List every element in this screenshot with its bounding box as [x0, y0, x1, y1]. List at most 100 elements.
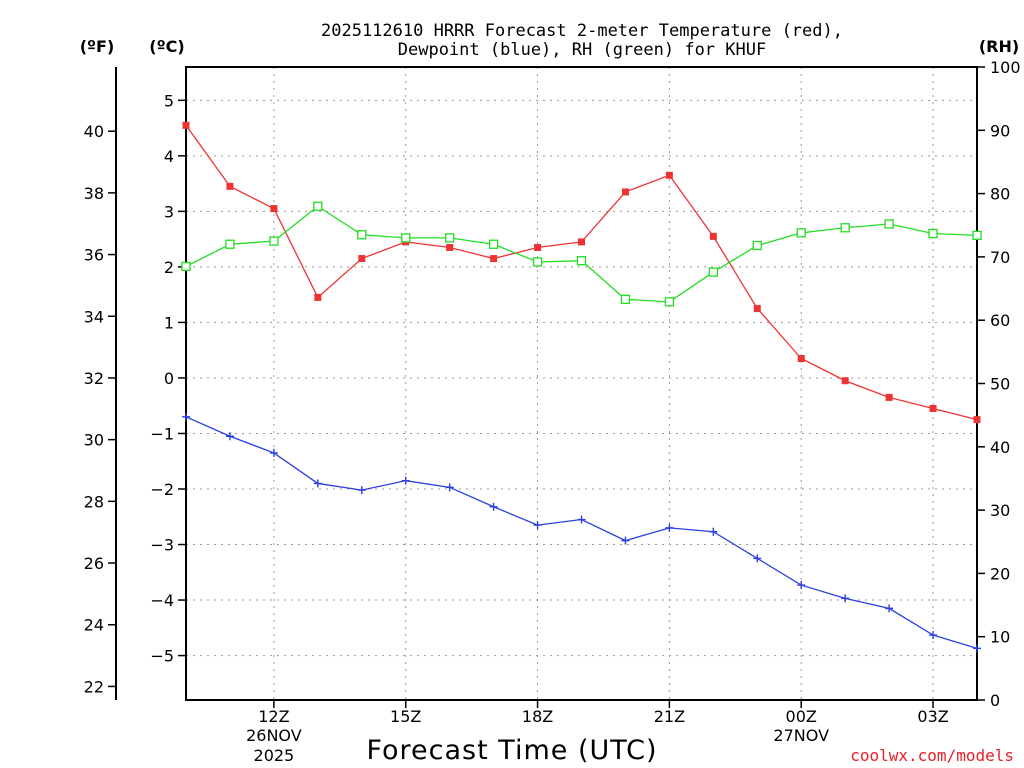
rh-point — [972, 230, 982, 241]
rh-tick-label: 30 — [990, 501, 1010, 520]
dewpoint-point — [182, 412, 190, 421]
2-meter-temperature-point — [621, 188, 629, 196]
2-meter-temperature-point — [226, 182, 234, 190]
rh-tick-label: 80 — [990, 185, 1010, 204]
plot-frame — [185, 66, 978, 701]
rh-point — [357, 230, 367, 240]
fahrenheit-tick-label: 40 — [84, 122, 104, 141]
2-meter-temperature-point — [797, 355, 805, 363]
celsius-unit-label: (ºC) — [149, 37, 184, 56]
dewpoint-point — [225, 432, 234, 441]
rh-point — [445, 233, 455, 243]
fahrenheit-tick-label: 38 — [84, 184, 104, 203]
grid-lines — [186, 67, 977, 700]
2-meter-temperature-point — [270, 205, 278, 213]
rh-unit-label: (RH) — [979, 37, 1019, 56]
2-meter-temperature-point — [314, 293, 322, 301]
celsius-tick-label: −1 — [150, 424, 174, 443]
x-tick-label: 03Z — [917, 707, 948, 726]
dewpoint-point — [489, 502, 498, 511]
rh-point — [884, 219, 894, 229]
fahrenheit-tick-label: 30 — [84, 431, 104, 450]
x-axis-label: Forecast Time (UTC) — [366, 735, 657, 766]
2-meter-temperature-point — [490, 255, 498, 263]
x-tick-date: 27NOV — [773, 726, 829, 745]
x-tick-year: 2025 — [254, 746, 295, 765]
rh-point — [664, 297, 675, 307]
rh-point — [620, 294, 631, 304]
dewpoint-point — [665, 523, 674, 532]
rh-point — [532, 257, 543, 267]
dewpoint-point — [577, 515, 586, 524]
celsius-tick-label: 3 — [164, 202, 174, 221]
fahrenheit-tick-label: 26 — [84, 554, 104, 573]
rh-tick-label: 0 — [990, 691, 1000, 710]
dewpoint-point — [885, 604, 894, 613]
rh-tick-label: 40 — [990, 438, 1010, 457]
x-tick-label: 00Z — [786, 707, 817, 726]
dewpoint-point — [401, 476, 410, 485]
2-meter-temperature-point — [973, 416, 981, 424]
chart-title-line-2: Dewpoint (blue), RH (green) for KHUF — [398, 40, 766, 60]
dewpoint-point — [621, 536, 630, 545]
fahrenheit-tick-label: 32 — [84, 369, 104, 388]
rh-point — [313, 201, 323, 211]
rh-tick-label: 10 — [990, 628, 1010, 647]
x-tick-label: 21Z — [654, 707, 685, 726]
rh-point — [752, 240, 762, 251]
rh-tick-label: 20 — [990, 564, 1010, 583]
x-tick-label: 12Z — [258, 707, 289, 726]
dewpoint-point — [709, 527, 718, 536]
dewpoint-point — [973, 644, 981, 653]
2-meter-temperature-point — [665, 171, 673, 179]
2-meter-temperature-point — [929, 404, 937, 412]
2-meter-temperature-point — [841, 377, 849, 385]
dewpoint-point — [533, 521, 542, 530]
x-tick-label: 15Z — [390, 707, 421, 726]
rh-point — [928, 228, 938, 239]
2-meter-temperature-point — [446, 243, 454, 251]
celsius-tick-label: −4 — [150, 591, 174, 610]
rh-tick-label: 70 — [990, 248, 1010, 267]
tick-labels: 543210−1−2−3−4−5403836343230282624221009… — [84, 58, 1021, 765]
rh-tick-label: 100 — [990, 58, 1021, 77]
dewpoint-point — [797, 581, 806, 590]
2-meter-temperature-point — [534, 243, 542, 251]
dewpoint-point — [313, 479, 322, 488]
rh-point — [796, 228, 806, 238]
celsius-tick-label: −5 — [150, 647, 174, 666]
rh-point — [840, 223, 850, 233]
dewpoint-line — [185, 416, 978, 649]
rh-tick-label: 60 — [990, 311, 1010, 330]
rh-point — [708, 267, 718, 277]
fahrenheit-tick-label: 34 — [84, 307, 104, 326]
credit-text: coolwx.com/models — [850, 746, 1014, 765]
dewpoint-point — [445, 483, 454, 492]
dewpoint-point — [841, 594, 850, 603]
celsius-tick-label: 4 — [164, 147, 174, 166]
fahrenheit-tick-label: 24 — [84, 616, 104, 635]
fahrenheit-tick-label: 22 — [84, 677, 104, 696]
celsius-tick-label: 2 — [164, 258, 174, 277]
2-meter-temperature-point — [753, 305, 761, 313]
celsius-tick-label: 0 — [164, 369, 174, 388]
rh-point — [576, 256, 587, 266]
rh-tick-label: 50 — [990, 375, 1010, 394]
2-meter-temperature-point — [709, 232, 717, 240]
dewpoint-point — [357, 486, 366, 495]
fahrenheit-unit-label: (ºF) — [80, 37, 115, 56]
fahrenheit-tick-label: 36 — [84, 246, 104, 265]
2-meter-temperature-point — [885, 393, 893, 401]
rh-point — [181, 261, 191, 272]
chart-title-line-1: 2025112610 HRRR Forecast 2-meter Tempera… — [321, 21, 843, 41]
rh-point — [269, 236, 279, 246]
2-meter-temperature-point — [358, 255, 366, 263]
data-series — [181, 121, 982, 653]
dewpoint-point — [269, 448, 278, 457]
x-tick-label: 18Z — [522, 707, 553, 726]
rh-point — [225, 239, 235, 249]
x-tick-date: 26NOV — [246, 726, 302, 745]
2-meter-temperature-line — [185, 124, 978, 421]
rh-line — [185, 205, 978, 303]
